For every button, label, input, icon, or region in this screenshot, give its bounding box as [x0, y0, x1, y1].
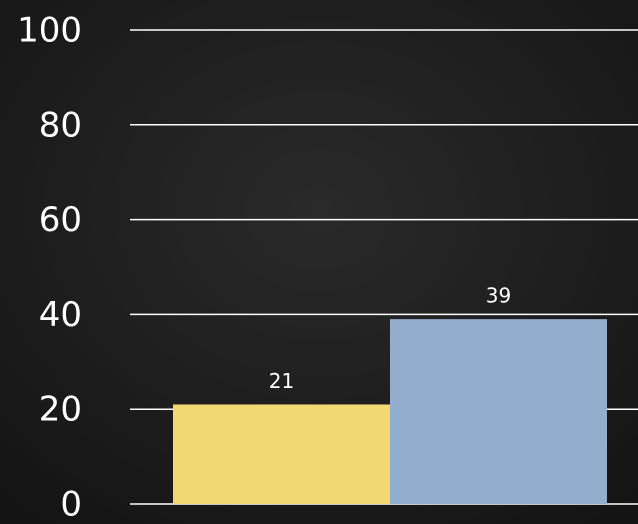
value-label: 21 — [269, 369, 294, 393]
y-tick-label: 60 — [39, 200, 82, 240]
y-tick-label: 100 — [17, 11, 82, 51]
y-tick-label: 80 — [39, 105, 82, 145]
value-label: 39 — [486, 284, 511, 308]
bar — [173, 404, 390, 504]
bar — [390, 319, 607, 504]
y-tick-label: 20 — [39, 390, 82, 430]
y-tick-label: 0 — [60, 485, 82, 524]
y-tick-label: 40 — [39, 295, 82, 335]
